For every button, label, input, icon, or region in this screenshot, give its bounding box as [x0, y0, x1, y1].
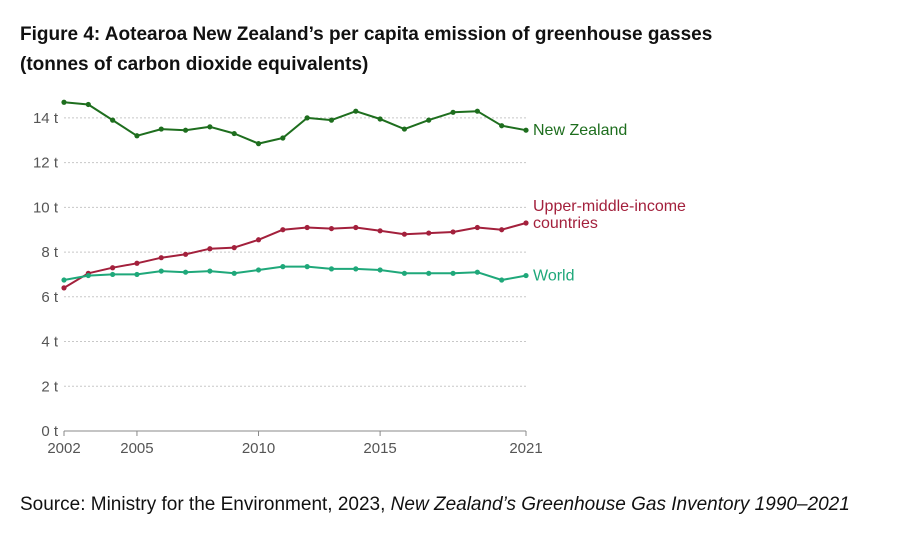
data-point-new-zealand-2015 — [377, 116, 383, 122]
data-point-new-zealand-2021 — [523, 127, 529, 133]
data-point-upper-middle-income-countries-2009 — [231, 245, 237, 251]
series-label-world-line-1: World — [533, 268, 575, 285]
data-point-upper-middle-income-countries-2021 — [523, 220, 529, 226]
data-point-new-zealand-2017 — [426, 117, 432, 123]
figure-title: Figure 4: Aotearoa New Zealand’s per cap… — [20, 20, 890, 80]
data-point-new-zealand-2003 — [85, 101, 91, 108]
data-point-upper-middle-income-countries-2020 — [499, 227, 505, 233]
source-note: Source: Ministry for the Environment, 20… — [20, 490, 890, 519]
data-point-upper-middle-income-countries-2015 — [377, 228, 383, 234]
data-point-world-2020 — [499, 277, 505, 283]
y-tick-label-2: 2 t — [41, 378, 59, 395]
series-line-world — [63, 265, 527, 281]
data-point-world-2003 — [85, 272, 91, 279]
y-tick-label-10: 10 t — [33, 199, 59, 216]
data-point-world-2011 — [280, 264, 286, 270]
data-point-new-zealand-2018 — [450, 109, 456, 115]
data-point-world-2008 — [207, 268, 213, 274]
series-label-new-zealand-line-1: New Zealand — [533, 122, 627, 139]
data-point-new-zealand-2012 — [304, 115, 310, 121]
data-point-new-zealand-2014 — [353, 108, 359, 114]
data-point-upper-middle-income-countries-2019 — [474, 224, 480, 231]
data-point-world-2006 — [158, 268, 164, 274]
data-point-new-zealand-2020 — [499, 123, 505, 129]
data-point-upper-middle-income-countries-2012 — [304, 224, 310, 231]
series-label-upper-middle-income-countries-line-1: Upper-middle-income — [533, 198, 686, 215]
data-point-world-2007 — [182, 269, 189, 275]
figure-title-line-1: Figure 4: Aotearoa New Zealand’s per cap… — [20, 24, 713, 45]
y-tick-label-14: 14 t — [33, 110, 59, 127]
series-label-upper-middle-income-countries-line-2: countries — [533, 215, 598, 232]
x-tick-label-2010: 2010 — [242, 440, 275, 457]
data-point-upper-middle-income-countries-2014 — [353, 224, 359, 231]
data-point-world-2004 — [110, 271, 116, 278]
data-point-upper-middle-income-countries-2017 — [426, 230, 432, 236]
data-point-new-zealand-2009 — [231, 130, 237, 137]
data-point-world-2005 — [134, 271, 140, 278]
data-point-upper-middle-income-countries-2011 — [280, 227, 286, 233]
source-prefix: Source: Ministry for the Environment, 20… — [20, 494, 386, 515]
y-tick-label-0: 0 t — [41, 423, 59, 440]
data-point-new-zealand-2016 — [401, 126, 408, 132]
data-point-new-zealand-2006 — [158, 126, 164, 132]
x-tick-label-2002: 2002 — [47, 440, 80, 457]
data-point-upper-middle-income-countries-2007 — [182, 251, 189, 257]
series-line-upper-middle-income-countries — [63, 222, 527, 289]
data-point-world-2014 — [353, 266, 359, 272]
data-point-new-zealand-2005 — [134, 133, 140, 139]
data-point-world-2021 — [523, 272, 529, 279]
data-point-world-2002 — [61, 277, 67, 283]
data-point-new-zealand-2008 — [207, 124, 213, 130]
data-point-upper-middle-income-countries-2005 — [134, 260, 140, 266]
data-point-upper-middle-income-countries-2016 — [401, 231, 408, 237]
data-point-upper-middle-income-countries-2010 — [255, 237, 262, 243]
data-point-new-zealand-2007 — [182, 127, 189, 133]
y-tick-label-4: 4 t — [41, 334, 59, 351]
y-tick-label-8: 8 t — [41, 244, 59, 261]
data-point-world-2017 — [426, 270, 432, 276]
x-tick-label-2005: 2005 — [120, 440, 153, 457]
emissions-line-chart: 0 t 2 t 4 t 6 t 8 t 10 t 12 t 14 t 2002 2005 2010 2… — [33, 99, 686, 457]
y-tick-label-12: 12 t — [33, 155, 59, 172]
source-title: New Zealand’s Greenhouse Gas Inventory 1… — [390, 494, 850, 515]
data-point-world-2013 — [328, 266, 335, 272]
data-point-world-2018 — [450, 270, 456, 276]
data-point-new-zealand-2002 — [61, 99, 67, 105]
data-point-world-2010 — [255, 267, 262, 273]
data-point-world-2015 — [377, 267, 383, 273]
data-point-upper-middle-income-countries-2002 — [61, 285, 67, 291]
data-point-upper-middle-income-countries-2018 — [450, 229, 456, 235]
data-point-new-zealand-2019 — [474, 108, 480, 114]
data-point-world-2019 — [474, 269, 480, 275]
data-point-new-zealand-2013 — [328, 117, 335, 123]
x-tick-label-2015: 2015 — [363, 440, 396, 457]
data-point-upper-middle-income-countries-2008 — [207, 246, 213, 252]
data-point-world-2012 — [304, 264, 310, 270]
data-point-world-2016 — [401, 270, 408, 276]
data-point-new-zealand-2011 — [280, 135, 286, 141]
data-point-upper-middle-income-countries-2013 — [328, 225, 335, 232]
data-point-new-zealand-2010 — [255, 141, 262, 147]
data-point-world-2009 — [231, 270, 237, 276]
series-line-new-zealand — [63, 101, 527, 145]
x-tick-label-2021: 2021 — [509, 440, 542, 457]
figure-title-line-2: (tonnes of carbon dioxide equivalents) — [20, 54, 369, 75]
data-point-new-zealand-2004 — [110, 117, 116, 123]
y-tick-label-6: 6 t — [41, 289, 59, 306]
data-point-upper-middle-income-countries-2004 — [110, 265, 116, 271]
data-point-upper-middle-income-countries-2006 — [158, 255, 164, 261]
